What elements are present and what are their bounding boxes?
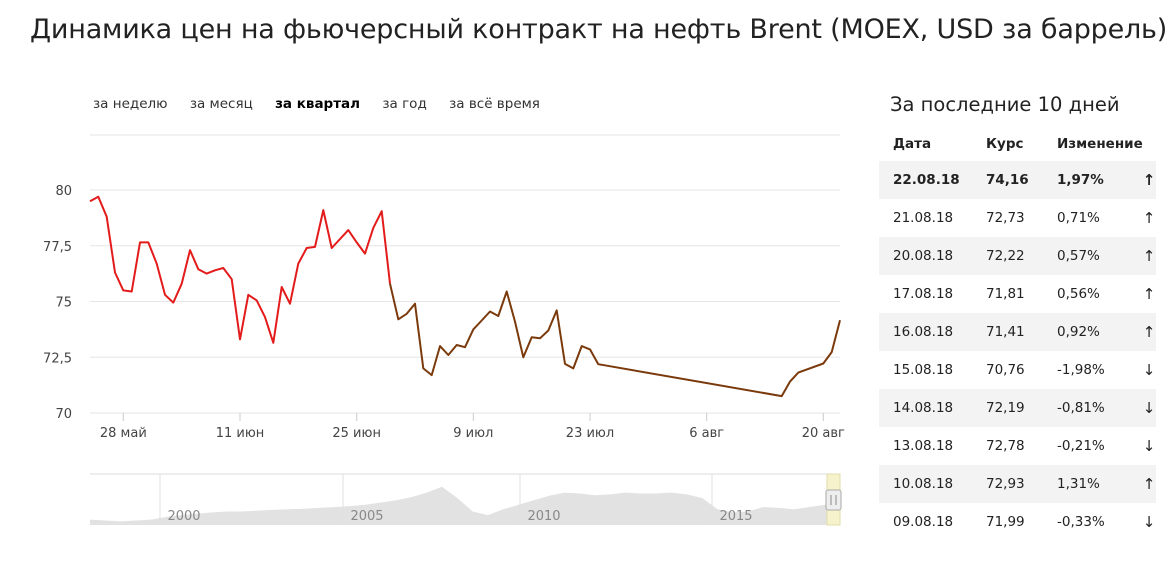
navigator-area bbox=[90, 486, 840, 525]
row-change: 0,56% bbox=[1057, 286, 1100, 302]
x-tick-label: 9 июл bbox=[453, 426, 493, 441]
table-row: 09.08.18 71,99 -0,33% ↓ bbox=[879, 503, 1156, 541]
history-table: Дата Курс Изменение 22.08.18 74,16 1,97%… bbox=[879, 126, 1156, 541]
series-line bbox=[89, 195, 391, 344]
navigator-tick-label: 2005 bbox=[350, 509, 383, 524]
row-rate: 71,99 bbox=[986, 514, 1025, 530]
row-change: -0,33% bbox=[1057, 514, 1105, 530]
row-change: -0,21% bbox=[1057, 438, 1105, 454]
y-tick-label: 80 bbox=[55, 184, 72, 199]
table-header-row: Дата Курс Изменение bbox=[879, 126, 1156, 161]
header-date: Дата bbox=[893, 135, 932, 152]
table-row: 17.08.18 71,81 0,56% ↑ bbox=[879, 275, 1156, 313]
table-row: 20.08.18 72,22 0,57% ↑ bbox=[879, 237, 1156, 275]
row-rate: 71,41 bbox=[986, 313, 1057, 351]
table-row: 16.08.18 71,41 0,92% ↑ bbox=[879, 313, 1156, 351]
x-tick-label: 23 июл bbox=[566, 426, 614, 441]
navigator-tick-label: 2000 bbox=[167, 509, 200, 524]
row-rate: 70,76 bbox=[986, 362, 1025, 378]
x-tick-label: 25 июн bbox=[332, 426, 381, 441]
y-tick-label: 75 bbox=[55, 296, 72, 311]
period-selector: за неделю за месяц за квартал за год за … bbox=[93, 96, 558, 112]
row-change: 1,31% bbox=[1057, 465, 1143, 503]
x-tick-label: 6 авг bbox=[689, 426, 724, 441]
row-date: 13.08.18 bbox=[893, 438, 954, 454]
up-arrow-icon: ↑ bbox=[1142, 313, 1156, 351]
period-all-time[interactable]: за всё время bbox=[449, 96, 540, 112]
x-tick-label: 11 июн bbox=[216, 426, 265, 441]
row-date: 20.08.18 bbox=[879, 237, 986, 275]
up-arrow-icon: ↑ bbox=[1142, 465, 1156, 503]
down-arrow-icon: ↓ bbox=[1142, 389, 1156, 427]
row-date: 17.08.18 bbox=[893, 286, 954, 302]
row-rate: 72,19 bbox=[986, 389, 1057, 427]
table-row: 15.08.18 70,76 -1,98% ↓ bbox=[879, 351, 1156, 389]
row-rate: 72,78 bbox=[986, 438, 1025, 454]
row-rate: 72,73 bbox=[986, 210, 1025, 226]
price-chart: 80 77,5 75 72,5 70 28 май 11 июн 25 июн 9 июл 23 … bbox=[43, 134, 845, 526]
row-date: 10.08.18 bbox=[879, 465, 986, 503]
row-rate: 72,22 bbox=[986, 237, 1057, 275]
row-date: 22.08.18 bbox=[879, 161, 986, 199]
table-row: 22.08.18 74,16 1,97% ↑ bbox=[879, 161, 1156, 199]
row-date: 21.08.18 bbox=[893, 210, 954, 226]
period-month[interactable]: за месяц bbox=[189, 96, 253, 112]
row-change: 0,57% bbox=[1057, 237, 1143, 275]
navigator-handle-icon bbox=[825, 489, 842, 511]
row-rate: 74,16 bbox=[986, 161, 1057, 199]
down-arrow-icon: ↓ bbox=[1142, 513, 1156, 531]
table-row: 14.08.18 72,19 -0,81% ↓ bbox=[879, 389, 1156, 427]
row-date: 15.08.18 bbox=[893, 362, 954, 378]
y-tick-label: 77,5 bbox=[43, 240, 72, 255]
row-change: -1,98% bbox=[1057, 362, 1105, 378]
row-change: 0,92% bbox=[1057, 313, 1143, 351]
row-date: 16.08.18 bbox=[879, 313, 986, 351]
page-title: Динамика цен на фьючерсный контракт на н… bbox=[30, 14, 1168, 45]
up-arrow-icon: ↑ bbox=[1142, 161, 1156, 199]
up-arrow-icon: ↑ bbox=[1142, 285, 1156, 303]
row-change: -0,81% bbox=[1057, 389, 1143, 427]
y-tick-label: 70 bbox=[55, 407, 72, 422]
row-change: 0,71% bbox=[1057, 210, 1100, 226]
header-change: Изменение bbox=[1057, 135, 1143, 152]
table-row: 10.08.18 72,93 1,31% ↑ bbox=[879, 465, 1156, 503]
row-change: 1,97% bbox=[1057, 161, 1143, 199]
header-arrow bbox=[1143, 126, 1156, 161]
up-arrow-icon: ↑ bbox=[1142, 209, 1156, 227]
period-week[interactable]: за неделю bbox=[93, 96, 168, 112]
x-tick-label: 20 авг bbox=[802, 426, 845, 441]
header-rate: Курс bbox=[986, 135, 1024, 152]
down-arrow-icon: ↓ bbox=[1142, 361, 1156, 379]
table-row: 21.08.18 72,73 0,71% ↑ bbox=[879, 199, 1156, 237]
row-date: 09.08.18 bbox=[893, 514, 954, 530]
row-rate: 72,93 bbox=[986, 465, 1057, 503]
y-tick-label: 72,5 bbox=[43, 351, 72, 366]
navigator-tick-label: 2015 bbox=[719, 509, 752, 524]
x-tick-label: 28 май bbox=[100, 426, 147, 441]
series-line bbox=[389, 283, 841, 398]
table-row: 13.08.18 72,78 -0,21% ↓ bbox=[879, 427, 1156, 465]
period-year[interactable]: за год bbox=[382, 96, 427, 112]
up-arrow-icon: ↑ bbox=[1142, 237, 1156, 275]
row-rate: 71,81 bbox=[986, 286, 1025, 302]
row-date: 14.08.18 bbox=[879, 389, 986, 427]
down-arrow-icon: ↓ bbox=[1142, 437, 1156, 455]
sidebar-title: За последние 10 дней bbox=[890, 93, 1120, 116]
period-quarter[interactable]: за квартал bbox=[275, 96, 361, 112]
navigator-tick-label: 2010 bbox=[527, 509, 560, 524]
